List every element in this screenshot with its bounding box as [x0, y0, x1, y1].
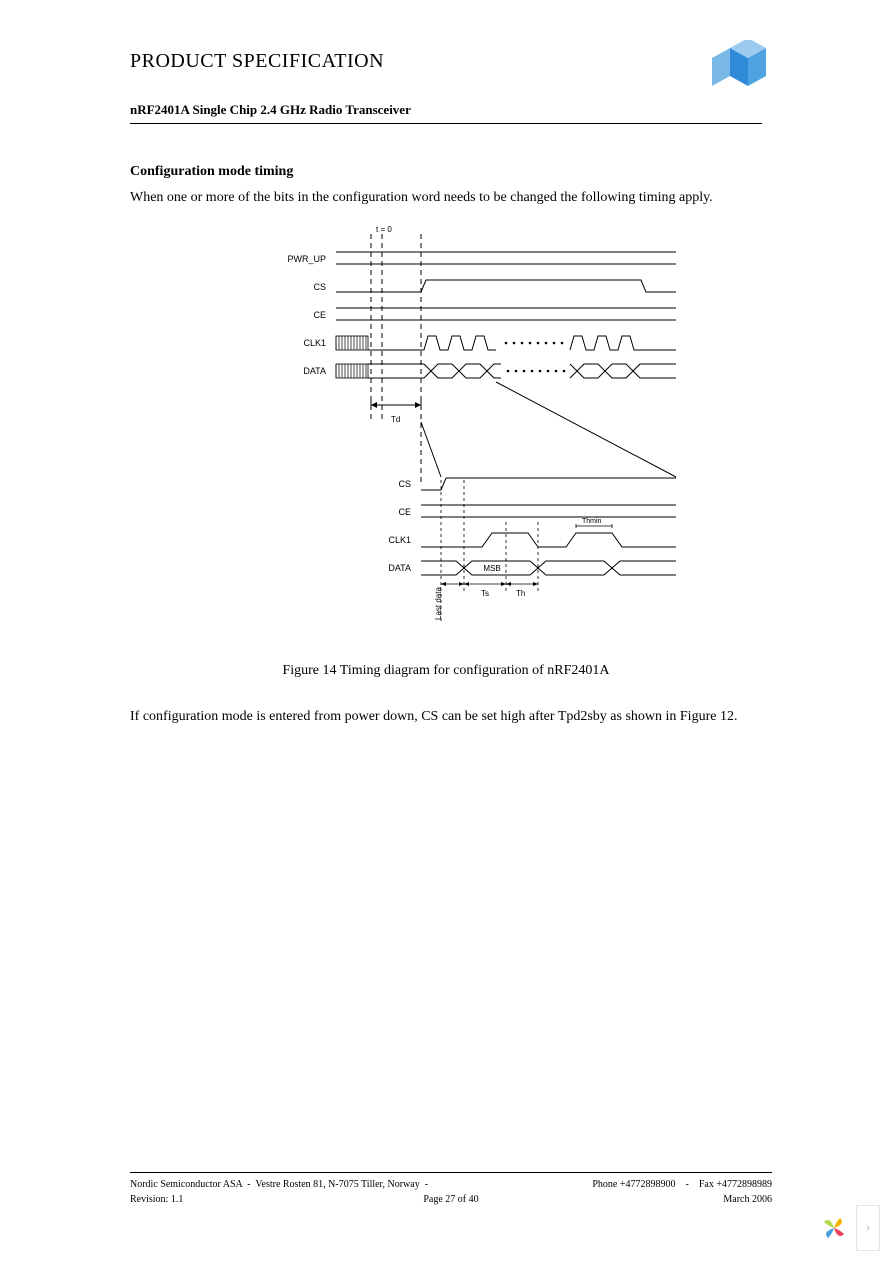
thmin-label: Thmin: [582, 518, 602, 525]
signal-label-pwr-up: PWR_UP: [287, 254, 326, 264]
last-data-label: Last data: [434, 586, 443, 619]
timing-diagram-figure: t = 0 PWR_UP CS CE CLK1: [130, 222, 762, 647]
footer-page: Page 27 of 40: [423, 1192, 478, 1207]
flower-icon: [818, 1212, 850, 1244]
after-figure-paragraph: If configuration mode is entered from po…: [130, 707, 762, 727]
subtitle-row: nRF2401A Single Chip 2.4 GHz Radio Trans…: [130, 101, 762, 124]
nordic-logo: [708, 40, 772, 101]
figure-caption: Figure 14 Timing diagram for configurati…: [130, 663, 762, 679]
intro-paragraph: When one or more of the bits in the conf…: [130, 188, 762, 208]
th-label: Th: [516, 589, 525, 598]
zoom-label-cs: CS: [398, 479, 411, 489]
signal-label-ce: CE: [313, 310, 326, 320]
section-title: Configuration mode timing: [130, 164, 762, 180]
time-zero-label: t = 0: [376, 225, 392, 234]
footer-date: March 2006: [723, 1192, 772, 1207]
page-footer: Nordic Semiconductor ASA - Vestre Rosten…: [130, 1172, 772, 1207]
zoom-label-clk1: CLK1: [388, 535, 411, 545]
product-subtitle: nRF2401A Single Chip 2.4 GHz Radio Trans…: [130, 102, 411, 117]
page-header-title: PRODUCT SPECIFICATION: [130, 50, 762, 73]
footer-revision: Revision: 1.1: [130, 1192, 183, 1207]
msb-label: MSB: [483, 564, 500, 573]
td-label: Td: [391, 415, 400, 424]
ts-label: Ts: [481, 589, 489, 598]
zoom-label-data: DATA: [388, 563, 411, 573]
viewer-widget: ›: [818, 1205, 880, 1251]
footer-left: Nordic Semiconductor ASA - Vestre Rosten…: [130, 1177, 428, 1192]
zoom-label-ce: CE: [398, 507, 411, 517]
signal-label-clk1: CLK1: [303, 338, 326, 348]
signal-label-data: DATA: [303, 366, 326, 376]
footer-right: Phone +4772898900 - Fax +4772898989: [592, 1177, 772, 1192]
next-page-button[interactable]: ›: [856, 1205, 880, 1251]
signal-label-cs: CS: [313, 282, 326, 292]
